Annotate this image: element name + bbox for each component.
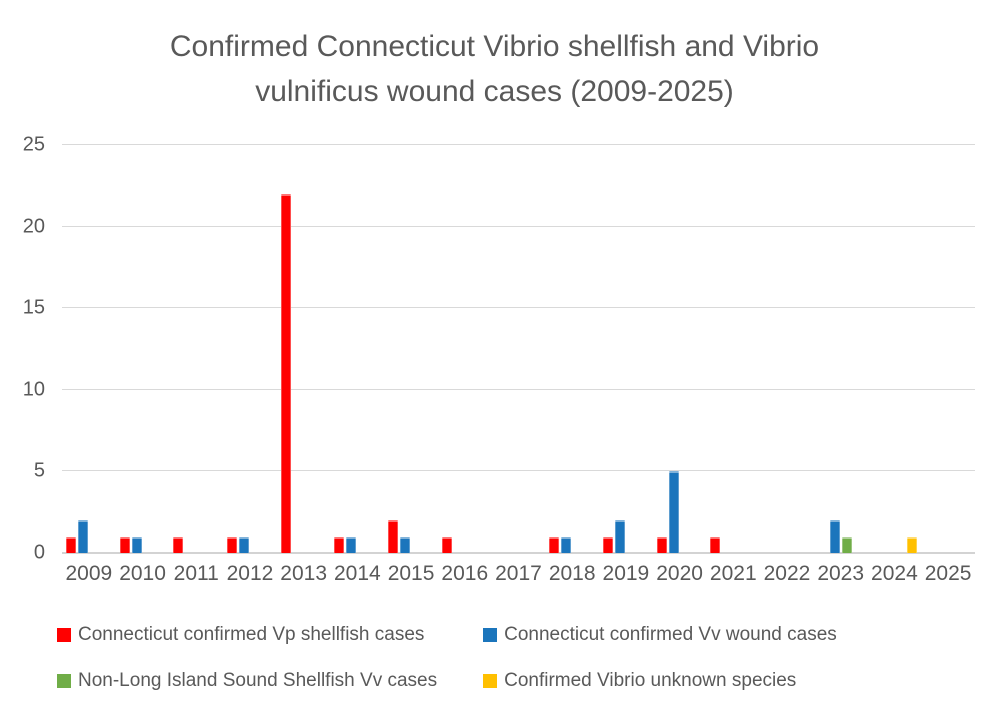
gridline-20 (62, 225, 975, 227)
year-group-2025 (921, 145, 975, 553)
legend-swatch-icon-vp-shellfish (57, 628, 71, 642)
bar-vp-shellfish-2015 (388, 520, 399, 553)
bars-row (62, 145, 975, 553)
bar-vp-shellfish-2016 (441, 536, 452, 553)
gridline-25 (62, 144, 975, 145)
x-tick-label-2023: 2023 (817, 562, 865, 585)
y-tick-label-0: 0 (33, 541, 45, 564)
year-group-2011 (169, 145, 223, 553)
bar-vv-wound-2014 (346, 536, 357, 553)
x-tick-label-2015: 2015 (387, 562, 435, 585)
x-tick-label-2020: 2020 (656, 562, 703, 585)
gridline-10 (62, 388, 975, 390)
x-axis: 2009 2010 2011 2012 2013 2014 2015 2016 2017 2018… (62, 562, 975, 586)
x-tick-label-2016: 2016 (441, 562, 489, 585)
bar-vp-shellfish-2019 (602, 536, 613, 553)
legend-label-vv-wound: Connecticut confirmed Vv wound cases (504, 624, 837, 645)
x-tick-label-2025: 2025 (924, 562, 972, 585)
legend-label-vp-shellfish: Connecticut confirmed Vp shellfish cases (78, 624, 425, 645)
y-tick-label-20: 20 (22, 215, 45, 238)
x-tick-label-2022: 2022 (763, 562, 811, 585)
year-group-2010 (116, 145, 170, 553)
bar-non-lis-shellfish-vv-2023 (841, 536, 852, 553)
bar-vv-wound-2019 (614, 520, 625, 553)
bar-vp-shellfish-2021 (710, 536, 721, 553)
bar-vp-shellfish-2018 (549, 536, 560, 553)
x-tick-label-2017: 2017 (495, 562, 542, 585)
y-tick-label-25: 25 (22, 133, 45, 156)
x-tick-label-2010: 2010 (119, 562, 166, 585)
year-group-2015 (384, 145, 438, 553)
legend-item-vv-wound: Connecticut confirmed Vv wound cases (483, 622, 837, 648)
bar-vp-shellfish-2012 (226, 536, 237, 553)
plot-area (62, 144, 975, 554)
legend: Connecticut confirmed Vp shellfish cases… (57, 622, 837, 694)
year-group-2012 (223, 145, 277, 553)
x-tick-label-2014: 2014 (334, 562, 381, 585)
y-axis: 0 5 10 15 20 25 (0, 134, 48, 564)
bar-vibrio-unknown-2024 (907, 536, 918, 553)
legend-label-non-lis-shellfish-vv: Non-Long Island Sound Shellfish Vv cases (78, 670, 438, 691)
bar-vv-wound-2012 (238, 536, 249, 553)
bar-vp-shellfish-2020 (656, 536, 667, 553)
y-tick-label-5: 5 (33, 459, 45, 482)
bar-vv-wound-2020 (668, 471, 679, 553)
gridline-5 (62, 470, 975, 472)
legend-label-vibrio-unknown: Confirmed Vibrio unknown species (504, 670, 797, 691)
bar-vv-wound-2015 (400, 536, 411, 553)
y-tick-label-10: 10 (22, 378, 45, 401)
x-tick-label-2013: 2013 (280, 562, 328, 585)
x-tick-label-2012: 2012 (226, 562, 274, 585)
y-tick-label-15: 15 (22, 296, 45, 319)
year-group-2009 (62, 145, 116, 553)
year-group-2021 (706, 145, 760, 553)
legend-item-vibrio-unknown: Confirmed Vibrio unknown species (483, 668, 837, 694)
bar-vv-wound-2023 (829, 520, 840, 553)
year-group-2023 (814, 145, 868, 553)
x-tick-label-2019: 2019 (602, 562, 650, 585)
legend-swatch-icon-vv-wound (483, 628, 498, 642)
chart-title-line-2: vulnificus wound cases (2009-2025) (255, 75, 734, 108)
bar-vv-wound-2009 (77, 520, 88, 553)
x-tick-label-2024: 2024 (871, 562, 918, 585)
bar-vp-shellfish-2010 (119, 536, 130, 553)
year-group-2022 (760, 145, 814, 553)
bar-vp-shellfish-2013 (280, 193, 291, 553)
x-tick-label-2011: 2011 (173, 562, 219, 585)
year-group-2018 (545, 145, 599, 553)
legend-swatch-icon-non-lis-shellfish-vv (57, 674, 71, 688)
legend-swatch-icon-vibrio-unknown (483, 674, 498, 688)
year-group-2017 (492, 145, 546, 553)
gridline-0 (62, 552, 975, 554)
bar-vp-shellfish-2014 (334, 536, 345, 553)
bar-vp-shellfish-2009 (65, 536, 76, 553)
bar-vv-wound-2010 (131, 536, 142, 553)
chart-title-line-1: Confirmed Connecticut Vibrio shellfish a… (169, 30, 820, 63)
legend-item-non-lis-shellfish-vv: Non-Long Island Sound Shellfish Vv cases (57, 668, 437, 694)
bar-vv-wound-2018 (561, 536, 572, 553)
year-group-2024 (868, 145, 922, 553)
gridline-15 (62, 307, 975, 309)
chart-title: Confirmed Connecticut Vibrio shellfish a… (0, 24, 989, 114)
year-group-2020 (653, 145, 707, 553)
year-group-2016 (438, 145, 492, 553)
legend-item-vp-shellfish: Connecticut confirmed Vp shellfish cases (57, 622, 437, 648)
x-tick-label-2018: 2018 (548, 562, 596, 585)
year-group-2019 (599, 145, 653, 553)
year-group-2014 (331, 145, 385, 553)
year-group-2013 (277, 145, 331, 553)
x-tick-label-2009: 2009 (65, 562, 113, 585)
x-tick-label-2021: 2021 (709, 562, 757, 585)
bar-vp-shellfish-2011 (173, 536, 184, 553)
